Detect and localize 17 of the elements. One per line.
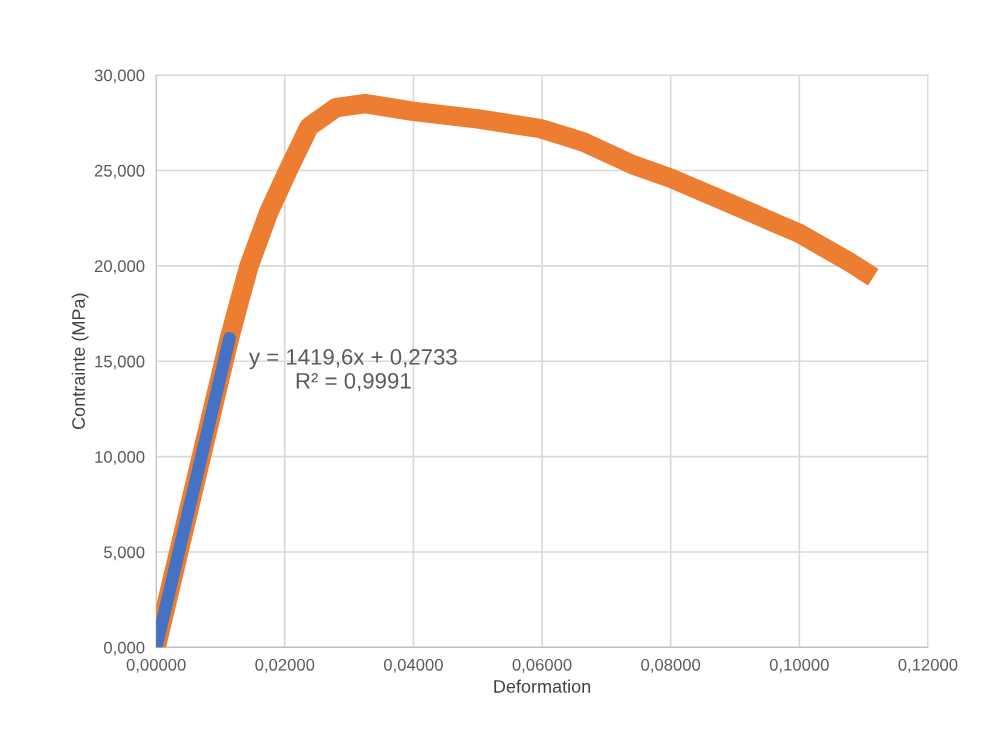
x-tick-label: 0,12000 (898, 658, 958, 673)
y-tick-label: 0,000 (103, 641, 145, 656)
y-axis-title: Contrainte (MPa) (71, 293, 89, 430)
y-tick-label: 30,000 (94, 69, 145, 84)
x-tick-label: 0,04000 (383, 658, 443, 673)
y-tick-label: 5,000 (104, 546, 145, 561)
y-tick-label: 10,000 (95, 451, 145, 465)
y-tick-label: 15,000 (95, 355, 145, 370)
x-axis-title: Deformation (494, 679, 591, 693)
x-tick-label: 0,06000 (512, 658, 572, 673)
annotation: y = 1419,6x + 0,2733 R² = 0,9991 (248, 349, 457, 392)
x-tick-label: 0,08000 (641, 658, 701, 673)
x-tick-label: 0,02000 (255, 658, 315, 673)
y-tick-label: 20,000 (94, 260, 145, 275)
x-tick-label: 0,10000 (769, 658, 829, 673)
y-tick-label: 25,000 (94, 164, 145, 179)
x-tick-label: 0,00000 (126, 658, 186, 673)
